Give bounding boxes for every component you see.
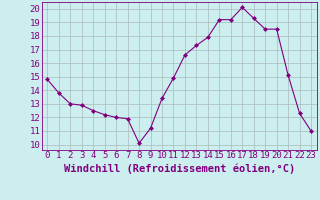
X-axis label: Windchill (Refroidissement éolien,°C): Windchill (Refroidissement éolien,°C) — [64, 163, 295, 174]
